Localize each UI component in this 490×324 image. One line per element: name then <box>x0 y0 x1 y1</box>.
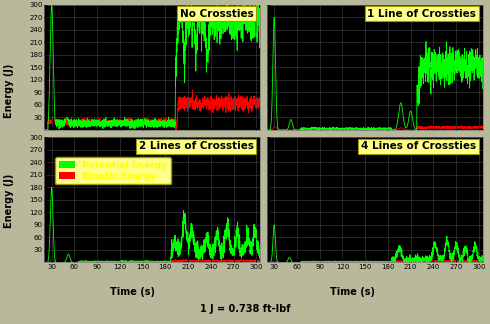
Text: Energy (J): Energy (J) <box>4 174 14 228</box>
Text: Energy (J): Energy (J) <box>4 64 14 118</box>
Legend: Potential Energy, Kinetic Energy: Potential Energy, Kinetic Energy <box>55 157 171 184</box>
Text: 2 Lines of Crossties: 2 Lines of Crossties <box>139 141 254 151</box>
Text: Time (s): Time (s) <box>330 287 375 296</box>
Text: 4 Lines of Crossties: 4 Lines of Crossties <box>361 141 476 151</box>
Text: 1 Line of Crossties: 1 Line of Crossties <box>368 9 476 18</box>
Text: No Crossties: No Crossties <box>180 9 254 18</box>
Text: 1 J = 0.738 ft-lbf: 1 J = 0.738 ft-lbf <box>200 305 290 314</box>
Text: Time (s): Time (s) <box>110 287 155 296</box>
